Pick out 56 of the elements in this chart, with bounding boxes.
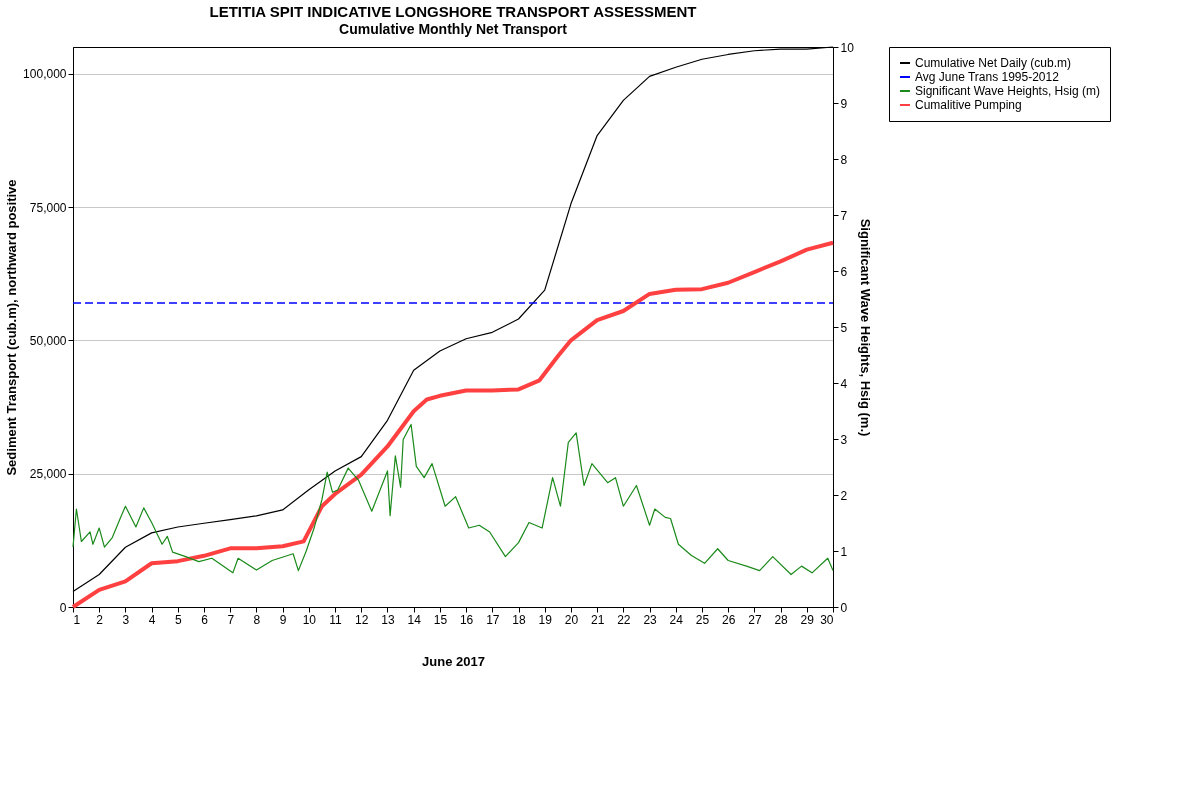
x-tick-label: 23 bbox=[643, 612, 658, 627]
x-tick-label: 10 bbox=[302, 612, 317, 627]
y2-tick-label: 3 bbox=[840, 432, 848, 447]
x-tick-label: 3 bbox=[122, 612, 130, 627]
y-tick-label: 25,000 bbox=[29, 467, 67, 482]
y-tick-label: 0 bbox=[59, 600, 67, 615]
x-tick-label: 25 bbox=[695, 612, 710, 627]
y2-tick-label: 5 bbox=[840, 320, 848, 335]
x-tick-label: 13 bbox=[381, 612, 395, 627]
x-tick-label: 1 bbox=[73, 612, 81, 627]
x-tick-label: 29 bbox=[800, 612, 815, 627]
x-tick-label: 17 bbox=[486, 612, 500, 627]
y2-tick-label: 4 bbox=[840, 376, 848, 391]
x-tick-label: 7 bbox=[227, 612, 235, 627]
x-tick-label: 22 bbox=[617, 612, 631, 627]
x-tick-label: 2 bbox=[96, 612, 104, 627]
x-tick-label: 9 bbox=[279, 612, 287, 627]
x-tick-label: 8 bbox=[253, 612, 261, 627]
x-tick-label: 16 bbox=[459, 612, 474, 627]
legend-label: Significant Wave Heights, Hsig (m) bbox=[915, 84, 1100, 98]
legend-label: Cumulative Net Daily (cub.m) bbox=[915, 56, 1072, 70]
y2-tick-label: 1 bbox=[840, 544, 848, 559]
x-tick-label: 20 bbox=[564, 612, 579, 627]
y-tick-label: 50,000 bbox=[29, 333, 67, 348]
x-tick-label: 5 bbox=[174, 612, 182, 627]
x-axis-title: June 2017 bbox=[422, 653, 485, 669]
y-tick-label: 75,000 bbox=[29, 200, 67, 215]
x-tick-label: 26 bbox=[721, 612, 736, 627]
y2-tick-label: 9 bbox=[840, 96, 848, 111]
x-tick-label: 14 bbox=[407, 612, 422, 627]
x-tick-label: 11 bbox=[329, 612, 343, 627]
chart-title: LETITIA SPIT INDICATIVE LONGSHORE TRANSPORT ASSESSMENT bbox=[209, 3, 697, 20]
y2-tick-label: 7 bbox=[840, 208, 848, 223]
y2-tick-label: 6 bbox=[840, 264, 848, 279]
x-tick-label: 24 bbox=[669, 612, 684, 627]
x-tick-label: 27 bbox=[748, 612, 762, 627]
y-axis-title: Sediment Transport (cub.m), northward positive bbox=[4, 179, 20, 476]
x-tick-label: 15 bbox=[433, 612, 448, 627]
x-tick-label: 4 bbox=[148, 612, 156, 627]
y-tick-label: 100,000 bbox=[23, 67, 67, 82]
y2-axis-title: Significant Wave Heights, Hsig (m.) bbox=[857, 218, 873, 437]
legend-label: Avg June Trans 1995-2012 bbox=[915, 70, 1060, 84]
x-tick-label: 6 bbox=[201, 612, 209, 627]
x-tick-label: 19 bbox=[538, 612, 553, 627]
y2-tick-label: 0 bbox=[840, 600, 848, 615]
line-series bbox=[72, 423, 834, 576]
x-tick-label: 28 bbox=[774, 612, 789, 627]
x-tick-label: 12 bbox=[355, 612, 369, 627]
y2-tick-label: 10 bbox=[840, 40, 855, 55]
x-tick-label: 21 bbox=[590, 612, 605, 627]
legend-label: Cumalitive Pumping bbox=[915, 98, 1022, 112]
x-tick-label: 18 bbox=[512, 612, 527, 627]
y2-tick-label: 8 bbox=[840, 152, 848, 167]
chart-subtitle: Cumulative Monthly Net Transport bbox=[339, 21, 568, 37]
y2-tick-label: 2 bbox=[840, 488, 848, 503]
x-tick-label: 30 bbox=[820, 612, 834, 627]
